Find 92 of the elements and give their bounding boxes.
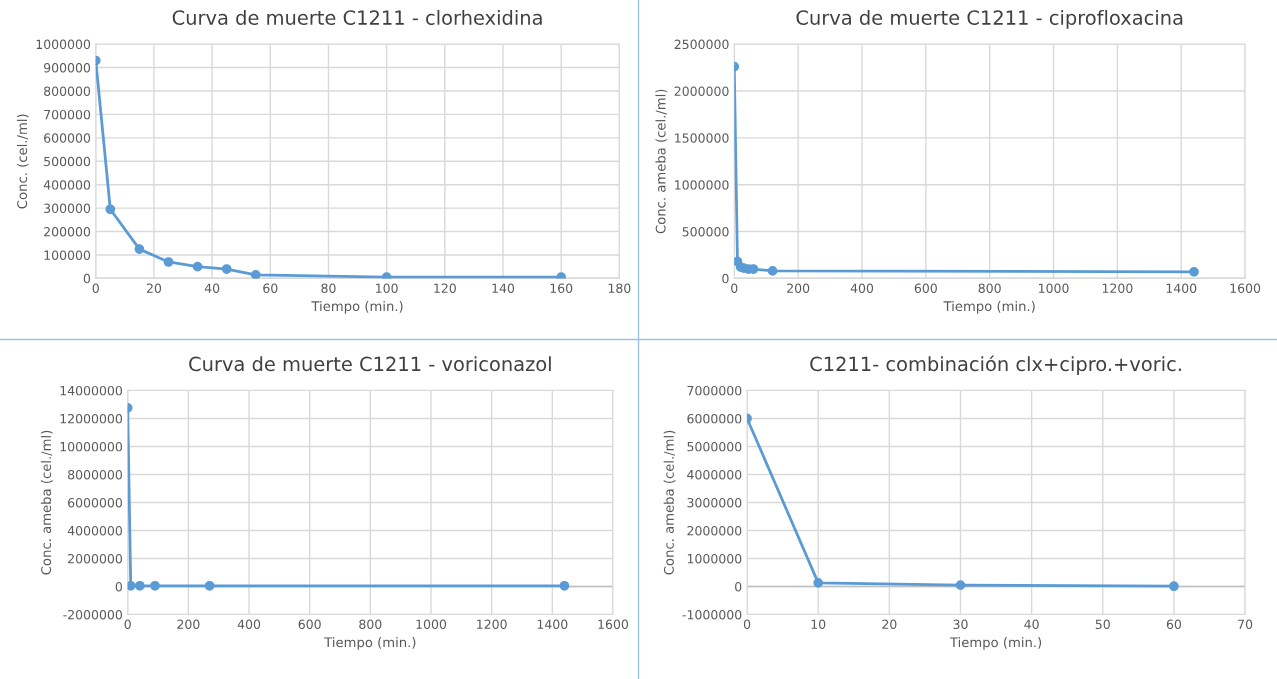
x-tick-label: 100 [376, 283, 398, 293]
x-tick-label: 20 [882, 619, 897, 630]
y-axis-title: Conc. ameba (cel./ml) [663, 430, 676, 575]
x-tick-label: 120 [434, 283, 456, 293]
point [221, 264, 232, 274]
x-tick-label: 0 [124, 619, 131, 630]
x-axis-title: Tiempo (min.) [943, 300, 1035, 314]
y-tick-label: 0 [115, 581, 123, 592]
x-tick-label: 40 [204, 283, 220, 293]
point [1189, 266, 1199, 277]
x-tick-label: 70 [1238, 619, 1253, 630]
y-tick-label: 0 [735, 581, 742, 592]
x-tick-label: 160 [550, 283, 573, 293]
y-axis-title: Conc. ameba (cel./ml) [655, 89, 668, 234]
x-tick-label: 1400 [1166, 283, 1197, 293]
y-tick-label: 12000000 [60, 413, 123, 424]
x-axis-title: Tiempo (min.) [324, 637, 416, 650]
y-tick-label: 1000000 [675, 180, 729, 190]
x-axis-title: Tiempo (min.) [311, 300, 403, 314]
y-tick-label: 800000 [44, 86, 91, 96]
y-tick-label: 2500000 [674, 39, 729, 50]
y-tick-label: 500000 [44, 156, 91, 167]
chart-title: Curva de muerte C1211 - voriconazol [189, 356, 551, 372]
y-tick-label: 100000 [44, 250, 91, 260]
y-axis-title: Conc. ameba (cel./ml) [40, 430, 53, 575]
y-tick-label: 5000000 [687, 441, 742, 452]
x-tick-label: 140 [492, 283, 515, 293]
x-tick-label: 1000 [416, 619, 447, 630]
y-tick-label: 7000000 [687, 385, 742, 396]
x-tick-label: 800 [978, 283, 1001, 293]
y-tick-label: 2000000 [674, 86, 729, 96]
x-tick-label: 180 [608, 283, 631, 293]
x-tick-label: 600 [914, 283, 937, 293]
point [250, 270, 261, 279]
x-tick-label: 1200 [1102, 283, 1133, 293]
point [105, 204, 116, 215]
x-tick-label: 60 [1166, 619, 1182, 630]
chart-title: C1211- combinación clx+cipro.+voric. [810, 355, 1181, 376]
x-tick-label: 10 [811, 619, 826, 630]
x-tick-label: 400 [237, 619, 261, 630]
y-tick-label: 1000000 [36, 39, 91, 50]
x-tick-label: 80 [321, 283, 336, 293]
x-tick-label: 30 [953, 619, 968, 630]
point [767, 266, 778, 276]
x-tick-label: 1600 [598, 619, 629, 630]
x-tick-label: 20 [146, 283, 162, 293]
y-tick-label: 300000 [44, 203, 91, 214]
y-tick-label: 4000000 [687, 469, 742, 480]
y-tick-label: 500000 [682, 227, 729, 237]
x-tick-label: 40 [1024, 619, 1039, 630]
x-tick-label: 50 [1095, 619, 1110, 630]
y-tick-label: 600000 [44, 133, 91, 143]
y-tick-label: 10000000 [60, 441, 123, 452]
y-tick-label: 6000000 [687, 413, 742, 424]
y-tick-label: 2000000 [687, 525, 742, 536]
y-tick-label: 3000000 [687, 497, 742, 508]
x-tick-label: 60 [263, 283, 278, 293]
x-tick-label: 800 [359, 619, 382, 630]
x-tick-label: 1000 [1038, 283, 1069, 293]
x-tick-label: 400 [850, 283, 874, 293]
chart-title: Curva de muerte C1211 - ciprofloxacina [796, 9, 1183, 29]
y-tick-label: 200000 [44, 227, 91, 237]
x-tick-label: 0 [743, 619, 751, 630]
y-axis-title: Conc. (cel./ml) [16, 114, 29, 209]
x-tick-label: 600 [298, 619, 321, 630]
x-tick-label: 200 [177, 619, 200, 630]
point [1169, 581, 1179, 592]
y-tick-label: 8000000 [68, 469, 123, 480]
y-tick-label: 1500000 [675, 133, 729, 143]
y-tick-label: -1000000 [682, 609, 742, 620]
y-tick-label: 6000000 [68, 497, 123, 508]
x-tick-label: 200 [787, 283, 810, 293]
y-tick-label: 2000000 [68, 553, 123, 564]
y-tick-label: 900000 [43, 63, 91, 73]
x-tick-label: 1600 [1230, 283, 1261, 293]
y-tick-label: 1000000 [687, 553, 742, 564]
x-tick-label: 1400 [537, 619, 568, 630]
y-tick-label: 0 [722, 273, 729, 284]
point [955, 580, 966, 590]
y-tick-label: 0 [83, 273, 91, 284]
y-tick-label: -2000000 [63, 609, 123, 620]
y-tick-label: 4000000 [67, 525, 123, 536]
chart-title: Curva de muerte C1211 - clorhexidina [172, 9, 542, 25]
x-axis-title: Tiempo (min.) [949, 637, 1042, 650]
y-tick-label: 700000 [44, 109, 91, 120]
y-tick-label: 14000000 [60, 385, 123, 396]
y-tick-label: 400000 [43, 180, 91, 190]
point [813, 577, 824, 588]
point [192, 261, 203, 272]
point [134, 244, 145, 254]
x-tick-label: 1200 [477, 619, 507, 630]
point [163, 257, 174, 267]
